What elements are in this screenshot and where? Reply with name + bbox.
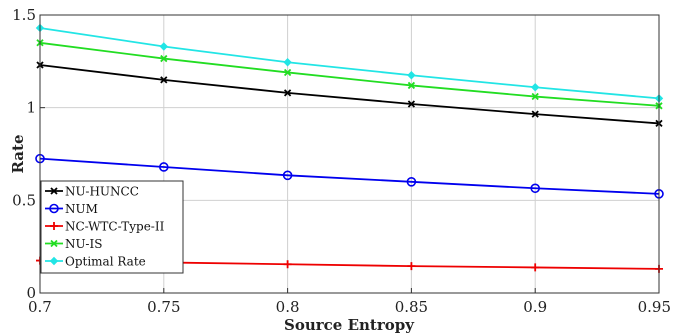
series-group: [35, 23, 664, 273]
data-point: [530, 183, 541, 194]
x-tick-label: 0.75: [147, 298, 180, 316]
legend-marker: [50, 187, 58, 195]
legend-label: Optimal Rate: [65, 255, 146, 269]
series-1: [35, 153, 664, 199]
legend-label: NUM: [65, 202, 98, 216]
y-tick-label: 1: [26, 99, 36, 117]
data-point: [283, 68, 292, 77]
data-point: [283, 58, 292, 67]
plot-frame: [39, 14, 660, 294]
data-point: [160, 54, 168, 63]
series-4: [35, 23, 664, 103]
series-line: [39, 41, 660, 107]
data-point: [406, 177, 417, 187]
series-line: [39, 157, 660, 195]
legend-marker: [50, 222, 58, 230]
legend-box: [40, 180, 184, 274]
legend-label: NC-WTC-Type-II: [65, 220, 165, 234]
legend-marker: [49, 203, 59, 214]
x-tick-label: 0.95: [638, 298, 671, 316]
data-point: [282, 170, 293, 181]
data-point: [407, 71, 416, 80]
data-point: [531, 110, 539, 118]
x-axis-ticks: 0.7 0.75 0.8 0.85 0.9 0.95: [28, 288, 671, 316]
legend-label: NU-IS: [65, 237, 102, 251]
x-tick-label: 0.85: [395, 298, 428, 316]
legend-marker: [50, 239, 58, 248]
x-tick-label: 0.7: [28, 298, 52, 316]
data-point: [407, 81, 416, 90]
data-point: [283, 260, 292, 269]
data-point: [530, 83, 540, 92]
legend-label: NU-HUNCC: [65, 185, 139, 199]
data-point: [531, 92, 539, 101]
y-axis-ticks: 0 0.5 1 1.5: [12, 6, 45, 302]
y-axis-title: Rate: [9, 134, 27, 173]
data-point: [159, 162, 169, 172]
y-tick-label: 0: [26, 284, 36, 302]
legend: NU-HUNCC NUM NC-WTC-Type-II NU-IS Optimal Ra…: [40, 180, 184, 274]
x-tick-label: 0.8: [276, 298, 300, 316]
y-tick-label: 0.5: [12, 191, 36, 209]
y-tick-label: 1.5: [12, 6, 36, 24]
x-axis-title: Source Entropy: [284, 316, 415, 334]
legend-marker: [49, 256, 59, 266]
data-point: [160, 76, 168, 84]
series-line: [39, 64, 660, 125]
data-point: [407, 100, 416, 108]
x-tick-label: 0.9: [523, 298, 547, 316]
data-point: [159, 42, 169, 51]
data-point: [531, 263, 540, 272]
data-point: [407, 262, 416, 271]
series-line: [39, 27, 660, 100]
data-point: [283, 89, 292, 97]
